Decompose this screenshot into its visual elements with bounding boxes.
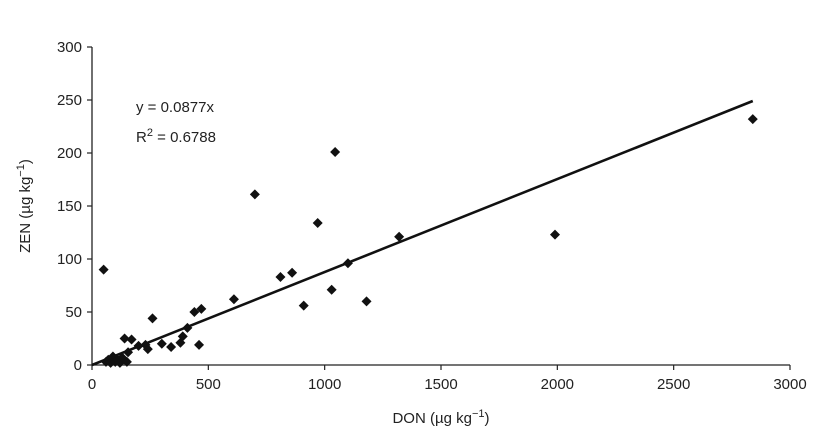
data-point — [126, 334, 137, 345]
data-point — [121, 356, 132, 367]
data-point — [196, 303, 207, 314]
y-tick-label: 150 — [57, 198, 82, 215]
data-point — [330, 146, 341, 157]
y-tick-label: 200 — [57, 145, 82, 162]
data-point — [394, 231, 405, 242]
data-point — [98, 264, 109, 275]
x-ticks: 0 500 1000 1500 2000 2500 3000 — [88, 365, 807, 393]
r-squared-label: R2 = 0.6788 — [136, 127, 216, 146]
data-point — [312, 217, 323, 228]
data-point — [119, 333, 130, 344]
axes — [91, 47, 790, 366]
y-tick-label: 0 — [74, 357, 82, 374]
y-tick-label: 250 — [57, 92, 82, 109]
data-point — [166, 341, 177, 352]
data-point — [361, 296, 372, 307]
data-point — [228, 294, 239, 305]
data-point — [177, 331, 188, 342]
y-tick-label: 50 — [65, 304, 82, 321]
y-axis-title: ZEN (µg kg−1) — [15, 159, 34, 253]
trendline — [91, 99, 754, 367]
data-points — [98, 114, 758, 368]
x-tick-label: 0 — [88, 376, 96, 393]
data-point — [326, 284, 337, 295]
x-axis-title: DON (µg kg−1) — [392, 408, 489, 427]
data-point — [142, 344, 153, 355]
data-point — [189, 307, 200, 317]
equation-label: y = 0.0877x — [136, 99, 214, 116]
data-point — [550, 229, 561, 240]
y-tick-label: 100 — [57, 251, 82, 268]
data-point — [275, 272, 286, 283]
data-point — [287, 267, 298, 278]
x-tick-label: 2000 — [541, 376, 574, 393]
data-point — [298, 300, 309, 311]
x-tick-label: 2500 — [657, 376, 690, 393]
data-point — [747, 114, 758, 125]
data-point — [156, 338, 167, 349]
x-tick-label: 3000 — [773, 376, 806, 393]
data-point — [194, 339, 205, 350]
y-ticks: 0 50 100 150 200 250 300 — [57, 39, 92, 374]
x-tick-label: 1000 — [308, 376, 341, 393]
y-tick-label: 300 — [57, 39, 82, 56]
x-tick-label: 500 — [196, 376, 221, 393]
data-point — [249, 189, 260, 200]
x-tick-label: 1500 — [424, 376, 457, 393]
data-point — [147, 313, 158, 324]
